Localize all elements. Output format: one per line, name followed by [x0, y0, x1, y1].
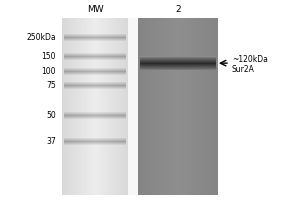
Text: 50: 50: [46, 111, 56, 120]
Text: MW: MW: [87, 5, 103, 15]
Text: 250kDa: 250kDa: [26, 33, 56, 42]
Text: 150: 150: [41, 52, 56, 61]
Text: Sur2A: Sur2A: [232, 65, 255, 74]
Text: 2: 2: [175, 5, 181, 15]
Text: ~120kDa: ~120kDa: [232, 55, 268, 64]
Text: 37: 37: [46, 137, 56, 146]
Text: 75: 75: [46, 81, 56, 90]
Text: 100: 100: [41, 67, 56, 76]
